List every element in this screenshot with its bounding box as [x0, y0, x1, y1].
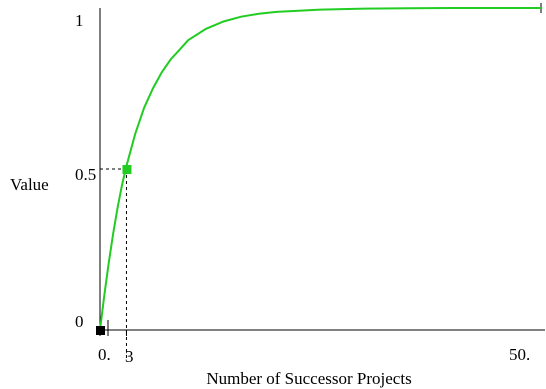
origin-point-marker — [96, 326, 105, 335]
series-layer — [99, 7, 541, 331]
x-axis-label: Number of Successor Projects — [206, 369, 411, 388]
markers — [96, 165, 132, 335]
y-tick-label-0: 0 — [75, 312, 84, 331]
y-tick-label-1: 1 — [75, 11, 84, 30]
y-axis-label: Value — [10, 175, 49, 194]
tick-labels: 1 0.5 0 0. 3 50. — [75, 11, 530, 366]
x-tick-label-3: 3 — [125, 347, 134, 366]
highlight-point-marker — [122, 165, 132, 174]
series-line-0 — [99, 7, 541, 331]
guide-lines — [100, 168, 127, 358]
x-tick-label-0: 0. — [98, 345, 111, 364]
y-tick-label-0-5: 0.5 — [75, 165, 96, 184]
axes — [99, 3, 545, 336]
x-tick-label-50: 50. — [509, 345, 530, 364]
